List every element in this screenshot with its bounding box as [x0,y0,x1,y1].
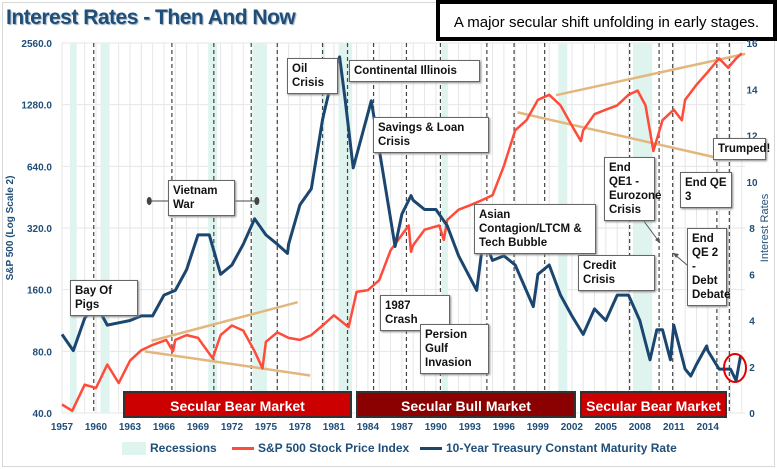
x-tick-label: 1957 [51,422,74,433]
annotation-credit-crisis: Credit Crisis [578,255,655,291]
y-axis-title: S&P 500 (Log Scale 2) [5,176,16,281]
y2-tick-label: 0 [749,409,755,420]
legend-label: 10-Year Treasury Constant Maturity Rate [446,441,677,455]
y-tick-label: 2560.0 [21,39,52,50]
y-tick-label: 80.0 [33,347,53,358]
annotation-savings-loan: Savings & Loan Crisis [373,117,489,153]
secular-bear-market-2: Secular Bear Market [580,391,727,418]
x-tick-label: 2005 [595,422,618,433]
x-tick-label: 1999 [527,422,550,433]
y-tick-label: 640.0 [27,162,52,173]
series [60,52,743,413]
y2-tick-label: 12 [746,132,758,143]
x-tick-label: 2014 [697,422,720,433]
annotation-vietnam-war: Vietnam War [168,180,235,216]
x-tick-label: 2002 [561,422,584,433]
recession-band [100,43,110,413]
x-tick-label: 1978 [289,422,312,433]
y2-tick-label: 2 [749,363,755,374]
y-tick-label: 320.0 [27,224,52,235]
annotation-end-qe1: End QE1 - Eurozone Crisis [604,157,661,221]
y2-tick-label: 14 [746,85,758,96]
legend-treasury: 10-Year Treasury Constant Maturity Rate [420,441,677,455]
legend-label: Recessions [150,441,217,455]
sp500-swatch [232,446,254,450]
annotation-bay-of-pigs: Bay Of Pigs [70,280,138,316]
x-tick-label: 1987 [391,422,414,433]
highlight-circle [723,353,747,383]
y2-tick-label: 8 [749,224,755,235]
x-tick-label: 1996 [493,422,516,433]
recession-band [441,43,448,413]
x-tick-label: 1993 [459,422,482,433]
y-tick-label: 1280.0 [21,101,52,112]
y2-tick-label: 16 [746,39,758,50]
y-tick-label: 160.0 [27,286,52,297]
x-tick-label: 1981 [323,422,346,433]
legend-recessions: Recessions [122,441,217,455]
x-tick-label: 1966 [153,422,176,433]
x-tick-label: 1969 [187,422,210,433]
sp500-line [61,52,743,413]
x-tick-label: 1984 [357,422,380,433]
x-tick-label: 1990 [425,422,448,433]
qe1-arrowhead [655,237,660,243]
callout-box: A major secular shift unfolding in early… [436,0,777,41]
annotation-oil-crisis: Oil Crisis [287,58,338,94]
secular-bull-market: Secular Bull Market [356,391,576,418]
annotation-trumped: Trumped! [713,138,770,160]
annotation-end-qe2: End QE 2 - Debt Debate [687,228,730,306]
x-tick-label: 1972 [221,422,244,433]
y2-tick-label: 10 [746,178,758,189]
trend-lines [144,52,746,377]
legend-label: S&P 500 Stock Price Index [258,441,410,455]
vietnam-span-start [146,197,152,205]
vietnam-span-end [254,197,260,205]
y2-axis-title: Interest Rates [759,193,771,262]
secular-bear-market-1: Secular Bear Market [123,391,352,418]
qe2-arrowhead [673,253,679,258]
annotation-continental-illinois: Continental Illinois [349,60,480,82]
x-tick-label: 1975 [255,422,278,433]
annotation-gulf-invasion: Persion Gulf Invasion [420,324,489,374]
chart-title: Interest Rates - Then And Now [6,6,296,29]
axes: 40.0 80.0 160.0 320.0 640.0 1280.0 2560.0 0 2 4 6 8… [21,39,758,433]
recession-swatch [122,441,146,455]
trend-line [555,52,746,97]
trend-line [151,300,298,343]
trend-line [517,111,719,160]
x-tick-label: 2011 [663,422,685,433]
recession-band [633,43,653,413]
annotation-asian-contagion: Asian Contagion/LTCM & Tech Bubble [474,204,596,254]
annotation-end-qe3: End QE 3 [680,172,732,208]
y-tick-label: 40.0 [33,409,53,420]
y2-tick-label: 6 [749,270,755,281]
treasury-swatch [420,446,442,450]
treasury-line [60,55,743,383]
recession-band [69,43,77,413]
x-tick-label: 1960 [85,422,108,433]
x-tick-label: 2008 [629,422,652,433]
trend-line [144,350,311,377]
y2-tick-label: 4 [749,317,755,328]
recession-band [208,43,218,413]
legend-sp500: S&P 500 Stock Price Index [232,441,409,455]
x-tick-label: 1963 [119,422,142,433]
